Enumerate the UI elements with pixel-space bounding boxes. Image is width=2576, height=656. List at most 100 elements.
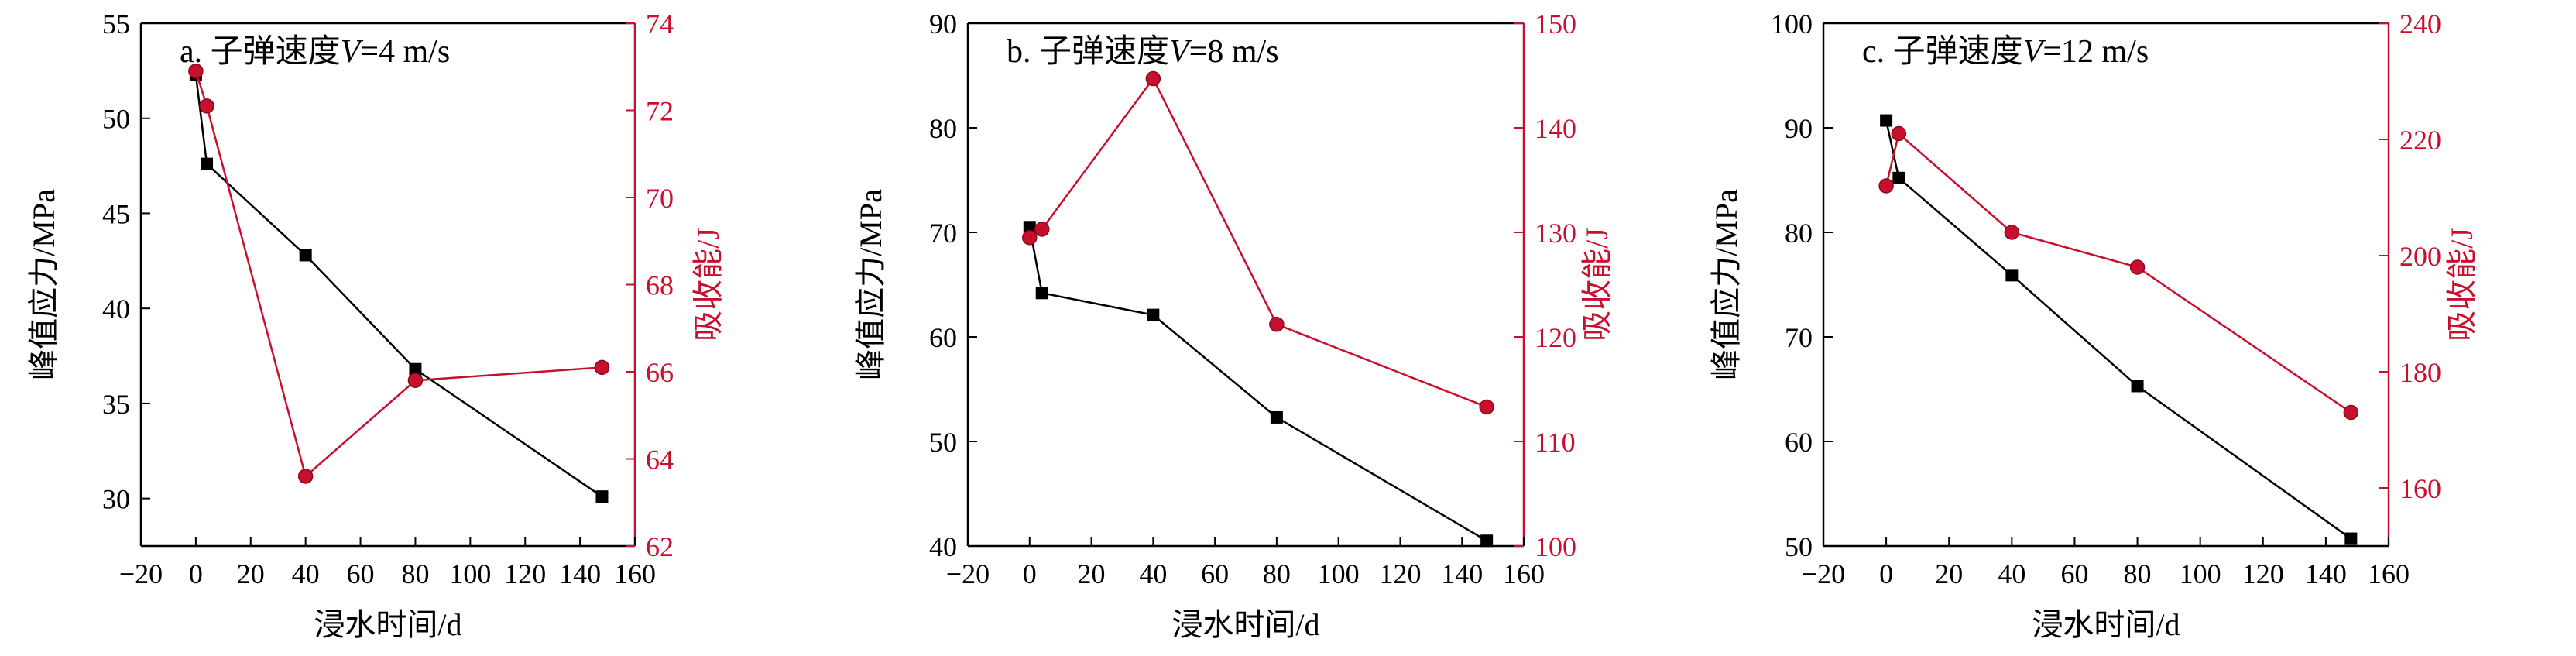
y-right-axis-title: 吸收能/J <box>1580 228 1614 342</box>
panel-title-part: V <box>1169 34 1192 70</box>
x-tick-label: 100 <box>2180 558 2221 589</box>
y-right-tick-label: 110 <box>1535 427 1576 458</box>
peak-stress-point <box>2131 380 2144 393</box>
y-right-tick-label: 120 <box>1535 322 1576 353</box>
y-right-tick-label: 130 <box>1535 218 1576 249</box>
panel-title-part: V <box>341 34 364 70</box>
x-axis-title: 浸水时间/d <box>1171 607 1319 642</box>
x-tick-label: 80 <box>1263 558 1291 589</box>
x-tick-label: 60 <box>2060 558 2088 589</box>
absorbed-energy-point <box>594 359 610 376</box>
x-tick-label: 0 <box>1023 558 1037 589</box>
peak-stress-point <box>299 249 312 262</box>
x-tick-label: 80 <box>2124 558 2152 589</box>
y-left-tick-label: 80 <box>929 113 957 144</box>
absorbed-energy-point <box>2343 404 2359 421</box>
y-right-tick-label: 72 <box>646 96 674 127</box>
y-left-tick-label: 50 <box>929 427 957 458</box>
y-right-tick-label: 100 <box>1535 531 1576 562</box>
x-tick-label: 60 <box>1201 558 1229 589</box>
absorbed-energy-line <box>1029 77 1487 408</box>
peak-stress-point <box>2005 269 2019 282</box>
absorbed-energy-point <box>1891 125 1907 142</box>
peak-stress-point <box>595 490 609 503</box>
y-left-tick-label: 60 <box>1785 427 1813 458</box>
panel-title-part: b. 子弹速度 <box>1007 34 1169 70</box>
peak-stress-line <box>1028 227 1487 542</box>
peak-stress-point <box>1880 114 1893 127</box>
y-right-tick-label: 62 <box>646 531 674 562</box>
absorbed-energy-point <box>188 64 204 79</box>
y-left-tick-label: 90 <box>929 9 957 39</box>
x-tick-label: −20 <box>946 558 990 589</box>
y-left-axis-title: 峰值应力/MPa <box>853 189 888 380</box>
y-right-axis-title: 吸收能/J <box>2444 228 2479 342</box>
y-right-tick-label: 240 <box>2399 9 2441 39</box>
absorbed-energy-point <box>1022 230 1038 246</box>
absorbed-energy-point <box>2004 225 2020 240</box>
peak-stress-point <box>1892 171 1905 184</box>
peak-stress-point <box>2344 532 2358 545</box>
y-left-axis-title: 峰值应力/MPa <box>26 189 61 380</box>
chart-panel-a: −20 0 20 40 60 80 100 120 140 160 30 35 40 45 50 55 62 64… <box>26 9 725 642</box>
x-tick-label: 120 <box>1379 558 1421 589</box>
x-tick-label: 120 <box>504 558 546 589</box>
peak-stress-point <box>201 157 214 170</box>
absorbed-energy-point <box>1145 70 1161 87</box>
panel-title-part: =8 m/s <box>1189 34 1279 70</box>
x-axis-title: 浸水时间/d <box>314 607 461 642</box>
absorbed-energy-point <box>407 373 424 388</box>
y-right-tick-label: 64 <box>646 445 674 476</box>
x-tick-label: 160 <box>2368 558 2410 589</box>
x-tick-label: 80 <box>401 558 429 589</box>
y-left-tick-label: 45 <box>102 198 130 229</box>
y-right-tick-label: 140 <box>1535 113 1576 144</box>
y-left-tick-label: 35 <box>102 389 130 420</box>
y-left-tick-label: 70 <box>929 218 957 249</box>
x-tick-label: 120 <box>2242 558 2284 589</box>
x-tick-label: −20 <box>119 558 163 589</box>
x-tick-label: 140 <box>559 558 601 589</box>
absorbed-energy-point <box>1878 178 1894 194</box>
x-tick-label: 0 <box>189 558 203 589</box>
chart-panel-c: −20 0 20 40 60 80 100 120 140 160 50 60 70 80 90 100 160… <box>1709 9 2479 642</box>
x-tick-label: 0 <box>1879 558 1893 589</box>
panel-title-part: =12 m/s <box>2043 34 2149 70</box>
panel-title: c. 子弹速度V=12 m/s <box>1862 34 2149 70</box>
x-tick-label: 140 <box>1441 558 1483 589</box>
x-tick-label: 100 <box>449 558 491 589</box>
y-right-tick-label: 74 <box>646 9 674 39</box>
y-left-tick-label: 40 <box>929 531 957 562</box>
peak-stress-point <box>1023 221 1036 234</box>
panel-title-part: =4 m/s <box>360 34 450 70</box>
x-tick-label: 160 <box>1503 558 1545 589</box>
x-tick-label: 20 <box>237 558 265 589</box>
y-left-tick-label: 60 <box>929 322 957 353</box>
y-right-axis-title: 吸收能/J <box>691 228 725 342</box>
y-left-tick-label: 50 <box>102 104 130 135</box>
peak-stress-point <box>1035 287 1048 300</box>
x-tick-label: 60 <box>347 558 375 589</box>
absorbed-energy-point <box>2129 259 2146 275</box>
x-tick-label: 40 <box>1139 558 1167 589</box>
y-left-tick-label: 80 <box>1785 218 1813 249</box>
y-left-tick-label: 55 <box>102 9 130 39</box>
y-right-tick-label: 70 <box>646 183 674 214</box>
x-tick-label: 140 <box>2305 558 2347 589</box>
y-left-tick-label: 50 <box>1785 531 1813 562</box>
x-axis-title: 浸水时间/d <box>2032 607 2180 642</box>
peak-stress-point <box>1480 534 1494 548</box>
y-left-tick-label: 100 <box>1771 9 1813 39</box>
x-tick-label: 40 <box>292 558 320 589</box>
y-left-tick-label: 90 <box>1785 113 1813 144</box>
panel-title: b. 子弹速度V=8 m/s <box>1007 34 1279 70</box>
y-right-tick-label: 66 <box>646 357 674 388</box>
y-left-tick-label: 30 <box>102 484 130 515</box>
y-right-tick-label: 180 <box>2399 357 2441 388</box>
y-right-tick-label: 160 <box>2399 473 2441 504</box>
chart-panel-b: −20 0 20 40 60 80 100 120 140 160 40 50 60 70 80 90 100 1… <box>853 9 1614 642</box>
x-tick-label: 20 <box>1078 558 1106 589</box>
peak-stress-line <box>194 74 603 498</box>
panel-title-part: V <box>2023 34 2046 70</box>
